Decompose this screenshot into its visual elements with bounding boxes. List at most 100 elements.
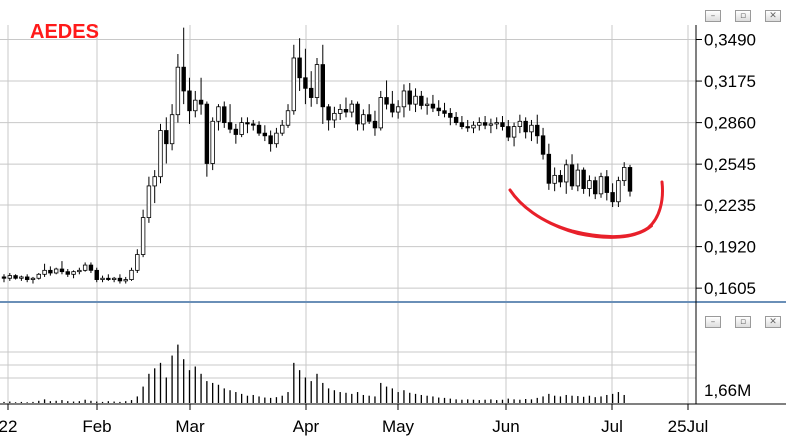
candle <box>222 101 227 128</box>
hand-drawn-bowl-annotation-2 <box>513 195 653 239</box>
candle <box>494 117 499 130</box>
candle-body <box>436 107 441 112</box>
candle-body <box>181 66 186 92</box>
y-tick-label: 0,1605 <box>704 279 756 298</box>
volume-panel-restore-button[interactable]: ▫ <box>735 316 751 328</box>
candle-body <box>117 277 123 282</box>
candle-body <box>349 103 354 113</box>
candle <box>94 267 99 283</box>
candle-body <box>227 122 233 130</box>
candle-body <box>477 122 482 126</box>
candle <box>471 121 476 134</box>
candle-body <box>581 169 586 189</box>
candle-body <box>529 124 534 133</box>
x-tick-label: Feb <box>82 417 111 436</box>
candle <box>146 176 152 223</box>
candle <box>552 167 557 192</box>
volume-bars <box>3 344 625 403</box>
candle-body <box>366 114 372 122</box>
candle-body <box>42 269 47 275</box>
candle-body <box>343 109 349 113</box>
candle-body <box>193 99 198 112</box>
candle <box>453 112 459 126</box>
y-tick-label: 0,2545 <box>704 155 756 174</box>
candle-body <box>251 123 256 126</box>
candle <box>239 117 244 138</box>
candle <box>581 167 586 194</box>
candle <box>262 125 268 142</box>
candle-body <box>77 269 82 273</box>
candle-body <box>372 120 378 129</box>
candle <box>448 108 453 126</box>
price-panel-minimize-button[interactable]: – <box>705 10 721 22</box>
candle-body <box>111 277 117 280</box>
candle <box>343 97 349 118</box>
candle-body <box>587 180 592 189</box>
candle <box>117 274 123 284</box>
candle <box>193 90 198 118</box>
volume-panel-minimize-button[interactable]: – <box>705 316 721 328</box>
volume-axis-label: 1,66M <box>704 381 751 400</box>
candle-body <box>395 106 401 113</box>
candle-body <box>546 153 552 184</box>
candle-body <box>500 122 505 127</box>
candle <box>36 272 41 280</box>
candle <box>349 100 354 118</box>
candle-body <box>384 97 389 105</box>
candle <box>622 162 627 186</box>
candle-body <box>233 128 239 135</box>
candle-body <box>378 97 383 129</box>
candle-body <box>407 90 412 105</box>
price-panel-close-button[interactable]: ✕ <box>765 10 781 22</box>
candle-body <box>158 130 163 178</box>
x-tick-label: Jul <box>601 417 623 436</box>
candle <box>216 104 221 131</box>
candle-body <box>82 264 88 271</box>
volume-panel-close-button[interactable]: ✕ <box>765 316 781 328</box>
candle <box>158 123 163 184</box>
candle <box>48 266 53 276</box>
candle <box>465 119 470 132</box>
candle-body <box>627 167 633 192</box>
candle-body <box>506 126 511 138</box>
candle-body <box>442 110 447 114</box>
candle-body <box>256 124 262 134</box>
x-tick-label: 22 <box>0 417 17 436</box>
candle-body <box>569 164 575 187</box>
candle-body <box>48 269 53 274</box>
candle-body <box>575 169 581 187</box>
candle <box>459 116 465 130</box>
candle <box>123 276 128 284</box>
candle <box>610 183 615 208</box>
candle-body <box>564 164 569 183</box>
candle <box>593 176 598 200</box>
candle <box>88 262 94 273</box>
candle-body <box>65 271 70 275</box>
candle-body <box>337 109 343 114</box>
candle <box>100 275 105 283</box>
x-tick-label: Mar <box>175 417 205 436</box>
candle <box>320 44 325 124</box>
candle <box>598 172 604 198</box>
candle <box>511 122 517 147</box>
candle-body <box>100 277 105 280</box>
candle-body <box>459 122 465 127</box>
candle-body <box>314 64 320 98</box>
candle <box>285 104 291 128</box>
candle <box>227 104 233 134</box>
price-panel-restore-button[interactable]: ▫ <box>735 10 751 22</box>
candle-body <box>291 57 297 112</box>
candle <box>59 261 65 275</box>
candle-body <box>523 120 528 133</box>
candle-body <box>140 217 146 255</box>
candle <box>326 104 331 131</box>
candle-body <box>482 122 488 126</box>
candle <box>477 117 482 131</box>
candle <box>372 110 378 136</box>
candle <box>517 114 523 134</box>
hand-drawn-bowl-annotation <box>508 180 664 239</box>
candle-body <box>517 120 523 127</box>
candle <box>361 109 366 131</box>
candle <box>135 249 140 273</box>
